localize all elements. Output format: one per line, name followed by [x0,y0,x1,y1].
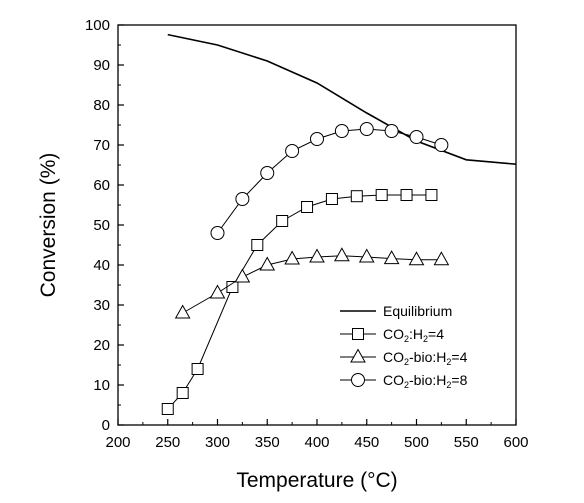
legend-label: Equilibrium [383,303,452,319]
data-point-co2-bio-h2-4 [259,256,276,271]
data-point-co2-bio-h2-8 [210,226,225,240]
series-equilibrium [167,33,517,165]
y-tick-label: 0 [102,417,110,434]
data-point-co2-bio-h2-8 [310,132,324,146]
data-point-co2-h2-4 [191,363,204,375]
data-point-co2-bio-h2-8 [409,130,424,144]
data-point-co2-bio-h2-8 [359,122,374,136]
y-tick-label: 10 [93,377,110,394]
data-point-co2-bio-h2-4 [433,251,450,266]
data-point-co2-bio-h2-4 [383,250,400,265]
x-tick-label: 250 [155,434,180,451]
data-point-co2-bio-h2-8 [260,166,275,180]
data-point-co2-h2-4 [251,239,264,251]
legend-label: CO2:H2=4 [383,326,444,344]
x-tick-label: 600 [503,434,528,451]
y-tick-label: 90 [93,57,110,74]
series-line-equilibrium [167,33,517,165]
legend-entry-co2-h2-4: CO2:H2=4 [340,326,444,344]
x-tick-label: 350 [255,434,280,451]
data-point-co2-h2-4 [301,201,314,213]
y-axis-title: Conversion (%) [37,153,60,298]
data-point-co2-bio-h2-4 [309,248,325,263]
legend-entry-co2-bio-h2-8: CO2-bio:H2=8 [340,372,468,390]
x-tick-label: 400 [304,434,329,451]
x-tick-label: 300 [205,434,230,451]
legend-entry-equilibrium: Equilibrium [340,303,452,319]
y-tick-label: 100 [85,17,110,34]
series-line-co2-bio-h2-8 [217,128,442,234]
series-co2-bio-h2-8 [210,122,449,240]
legend-marker-square [352,328,364,340]
data-point-co2-bio-h2-8 [434,138,449,152]
data-point-co2-bio-h2-8 [285,144,300,158]
y-tick-label: 40 [93,257,110,274]
y-tick-label: 70 [93,137,110,154]
data-point-co2-bio-h2-4 [408,251,425,266]
y-tick-label: 60 [93,177,110,194]
series-co2-h2-4 [161,189,438,415]
data-point-co2-bio-h2-8 [334,124,349,138]
data-point-co2-h2-4 [161,403,174,415]
data-point-co2-h2-4 [176,387,189,399]
y-tick-label: 50 [93,217,110,234]
data-point-co2-bio-h2-8 [235,192,250,206]
data-point-co2-h2-4 [375,189,388,201]
data-point-co2-h2-4 [350,190,363,203]
x-tick-label: 200 [105,434,130,451]
plot-frame [117,24,517,426]
data-point-co2-h2-4 [325,193,338,205]
data-point-co2-h2-4 [276,215,289,227]
data-point-co2-h2-4 [400,189,413,201]
legend-marker-triangle [350,348,366,363]
data-point-co2-bio-h2-4 [334,247,350,262]
data-point-co2-bio-h2-4 [234,268,251,283]
series-co2-bio-h2-4 [174,247,450,319]
x-tick-label: 450 [354,434,379,451]
y-tick-label: 20 [93,337,110,354]
data-point-co2-h2-4 [425,189,438,201]
legend-entry-co2-bio-h2-4: CO2-bio:H2=4 [340,348,468,367]
data-point-co2-bio-h2-8 [384,124,399,138]
y-tick-label: 30 [93,297,110,314]
data-point-co2-bio-h2-4 [209,284,226,299]
y-tick-label: 80 [93,97,110,114]
data-point-co2-bio-h2-4 [358,248,375,263]
legend-label: CO2-bio:H2=4 [383,349,468,367]
data-point-co2-bio-h2-4 [174,304,191,319]
legend-marker-circle [351,373,365,387]
x-tick-label: 550 [454,434,479,451]
legend-label: CO2-bio:H2=8 [383,372,468,390]
x-tick-label: 500 [404,434,429,451]
x-axis-title: Temperature (°C) [236,469,397,492]
data-point-co2-bio-h2-4 [284,250,300,265]
